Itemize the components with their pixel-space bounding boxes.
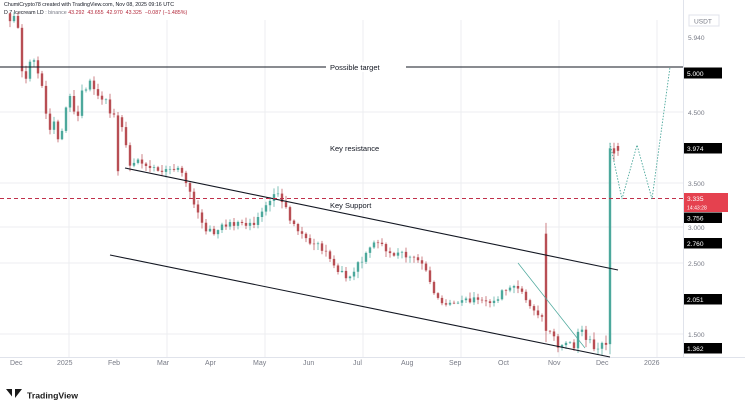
svg-text:2026: 2026 [644,360,660,367]
svg-text:Apr: Apr [205,360,217,367]
svg-text:1.500: 1.500 [688,332,705,339]
svg-text:3.335: 3.335 [687,196,704,203]
svg-text:Dec: Dec [10,360,23,367]
svg-text:4.500: 4.500 [688,110,705,117]
svg-text:2.760: 2.760 [687,241,704,248]
svg-text:Aug: Aug [401,360,414,367]
svg-text:Feb: Feb [108,360,120,367]
svg-text:2025: 2025 [57,360,73,367]
svg-text:2.051: 2.051 [687,297,704,304]
svg-text:Nov: Nov [548,360,561,367]
svg-text:Possible target: Possible target [330,63,381,72]
svg-text:Key Support: Key Support [330,201,372,210]
svg-text:Jul: Jul [353,360,362,367]
svg-text:3.000: 3.000 [688,225,705,232]
svg-text:Sep: Sep [449,360,462,367]
svg-text:USDT: USDT [694,18,712,25]
svg-text:May: May [253,360,267,367]
svg-text:5.000: 5.000 [687,71,704,78]
svg-text:2.500: 2.500 [688,261,705,268]
svg-text:Key resistance: Key resistance [330,144,379,153]
svg-text:1.362: 1.362 [687,346,704,353]
svg-text:5.940: 5.940 [688,35,705,42]
svg-text:3.756: 3.756 [687,216,704,223]
svg-text:14:43:28: 14:43:28 [687,205,707,211]
svg-text:TradingView: TradingView [27,391,78,401]
svg-text:3.974: 3.974 [687,146,704,153]
svg-text:Jun: Jun [303,360,314,367]
svg-text:Mar: Mar [157,360,170,367]
svg-text:Dec: Dec [596,360,609,367]
svg-text:Oct: Oct [498,360,509,367]
svg-text:3.500: 3.500 [688,181,705,188]
